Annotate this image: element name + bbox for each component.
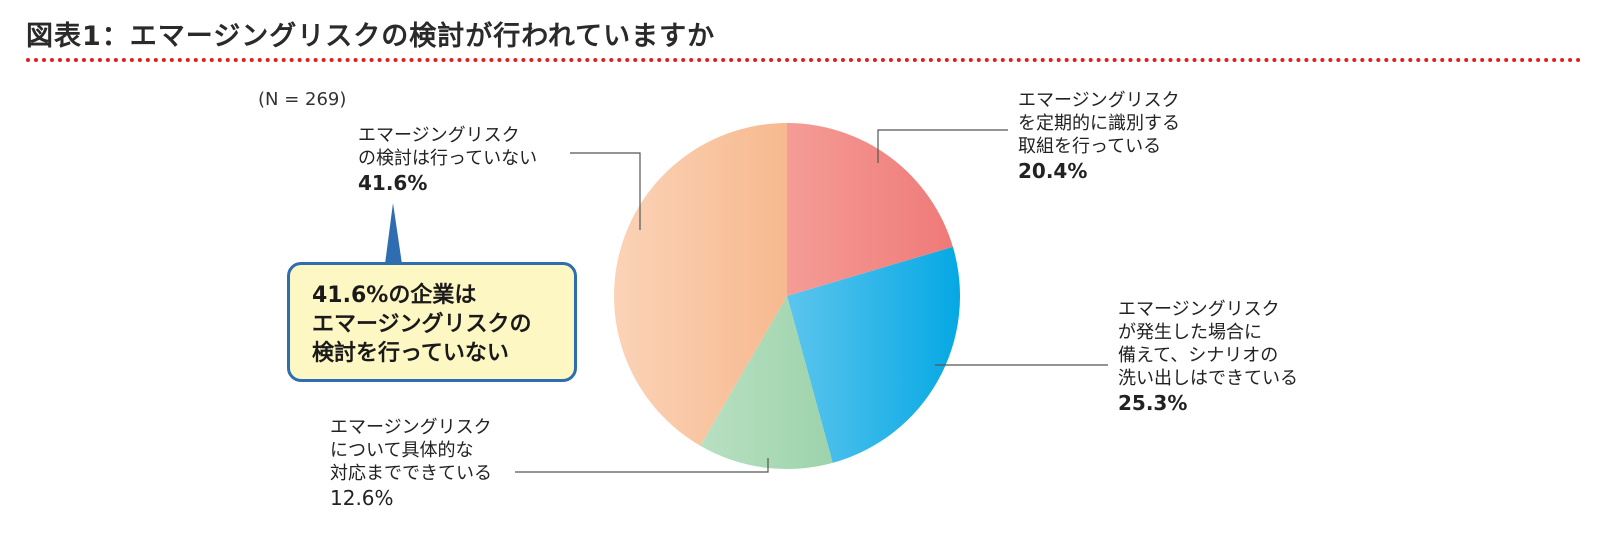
slice-label-0: エマージングリスク を定期的に識別する 取組を行っている 20.4% [1018, 89, 1180, 184]
slice-value-3: 41.6% [358, 171, 428, 195]
slice-value-1: 25.3% [1118, 391, 1188, 415]
callout-box: 41.6%の企業は エマージングリスクの 検討を行っていない [287, 262, 577, 382]
pie-slice-2 [700, 296, 833, 470]
slice-label-0-line-0: エマージングリスク [1018, 90, 1180, 111]
slice-label-1-line-0: エマージングリスク [1118, 299, 1280, 320]
slice-label-3-line-0: エマージングリスク [358, 125, 520, 146]
sample-size-label: (N = 269) [258, 89, 347, 110]
slice-label-1-line-3: 洗い出しはできている [1118, 368, 1298, 389]
leader-line-0 [877, 129, 1008, 163]
slice-label-1: エマージングリスク が発生した場合に 備えて、シナリオの 洗い出しはできている … [1118, 298, 1298, 416]
slice-label-0-line-2: 取組を行っている [1018, 136, 1162, 157]
slice-label-3-line-1: の検討は行っていない [358, 148, 538, 169]
slice-label-0-line-1: を定期的に識別する [1018, 113, 1180, 134]
slice-label-2-line-1: について具体的な [330, 440, 474, 461]
slice-label-2-line-0: エマージングリスク [330, 417, 492, 438]
callout-line-0: 41.6%の企業は [312, 283, 477, 308]
slice-label-1-line-1: が発生した場合に [1118, 322, 1262, 343]
pie-slice-3 [613, 122, 787, 446]
slice-label-2: エマージングリスク について具体的な 対応までできている 12.6% [330, 416, 492, 511]
chart-title: 図表1：エマージングリスクの検討が行われていますか [26, 21, 716, 52]
pie-slice-0 [787, 123, 953, 296]
pie-slice-1 [787, 246, 961, 463]
callout-line-1: エマージングリスクの [312, 312, 532, 337]
callout-line-2: 検討を行っていない [312, 341, 509, 366]
slice-label-1-line-2: 備えて、シナリオの [1118, 345, 1279, 366]
callout-pointer [385, 203, 402, 264]
slice-value-0: 20.4% [1018, 159, 1088, 183]
leader-line-3 [570, 152, 641, 230]
title-divider [26, 58, 1582, 62]
slice-label-2-line-2: 対応までできている [330, 463, 492, 484]
leader-line-2 [515, 458, 769, 473]
slice-value-2: 12.6% [330, 486, 394, 510]
slice-label-3: エマージングリスク の検討は行っていない 41.6% [358, 124, 537, 196]
